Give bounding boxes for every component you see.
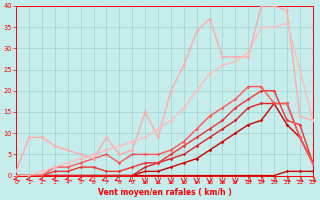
X-axis label: Vent moyen/en rafales ( km/h ): Vent moyen/en rafales ( km/h ) <box>98 188 231 197</box>
